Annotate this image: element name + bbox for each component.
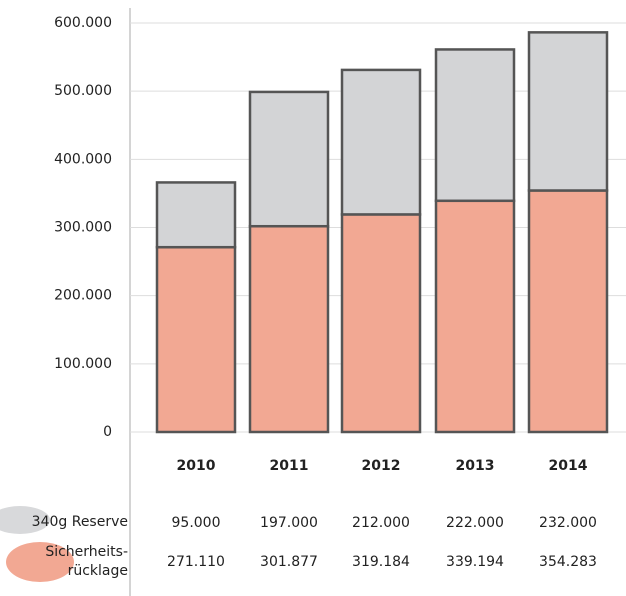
bar-segment (342, 70, 420, 215)
table-value: 339.194 (446, 554, 504, 570)
bar-segment (342, 214, 420, 432)
table-value: 212.000 (352, 515, 410, 531)
table-value: 232.000 (539, 515, 597, 531)
table-value: 222.000 (446, 515, 504, 531)
legend-label: 340g Reserve (32, 513, 128, 532)
table-value: 271.110 (167, 554, 225, 570)
x-tick-label: 2011 (270, 458, 309, 474)
bar-segment (529, 190, 607, 432)
table-value: 95.000 (172, 515, 221, 531)
bar-segment (436, 49, 514, 200)
y-tick-label: 400.000 (54, 151, 112, 167)
table-value: 319.184 (352, 554, 410, 570)
x-tick-label: 2014 (549, 458, 588, 474)
chart-canvas: 0 100.000 200.000 300.000 400.000 500.000 600.… (0, 0, 626, 596)
y-tick-label: 600.000 (54, 15, 112, 31)
y-tick-label: 100.000 (54, 356, 112, 372)
y-tick-label: 300.000 (54, 220, 112, 236)
y-tick-label: 200.000 (54, 288, 112, 304)
y-tick-label: 500.000 (54, 83, 112, 99)
bar-segment (157, 182, 235, 247)
table-value: 301.877 (260, 554, 318, 570)
x-tick-label: 2012 (362, 458, 401, 474)
x-tick-label: 2010 (177, 458, 216, 474)
bar-segment (250, 92, 328, 226)
legend-label: Sicherheits- rücklage (45, 543, 128, 581)
bar-segment (157, 247, 235, 432)
chart: 0 100.000 200.000 300.000 400.000 500.000 600.… (0, 0, 626, 596)
table-value: 197.000 (260, 515, 318, 531)
bar-segment (529, 32, 607, 190)
bar-segment (250, 226, 328, 432)
bar-segment (436, 201, 514, 432)
table-value: 354.283 (539, 554, 597, 570)
x-tick-label: 2013 (456, 458, 495, 474)
y-tick-label: 0 (103, 424, 112, 440)
